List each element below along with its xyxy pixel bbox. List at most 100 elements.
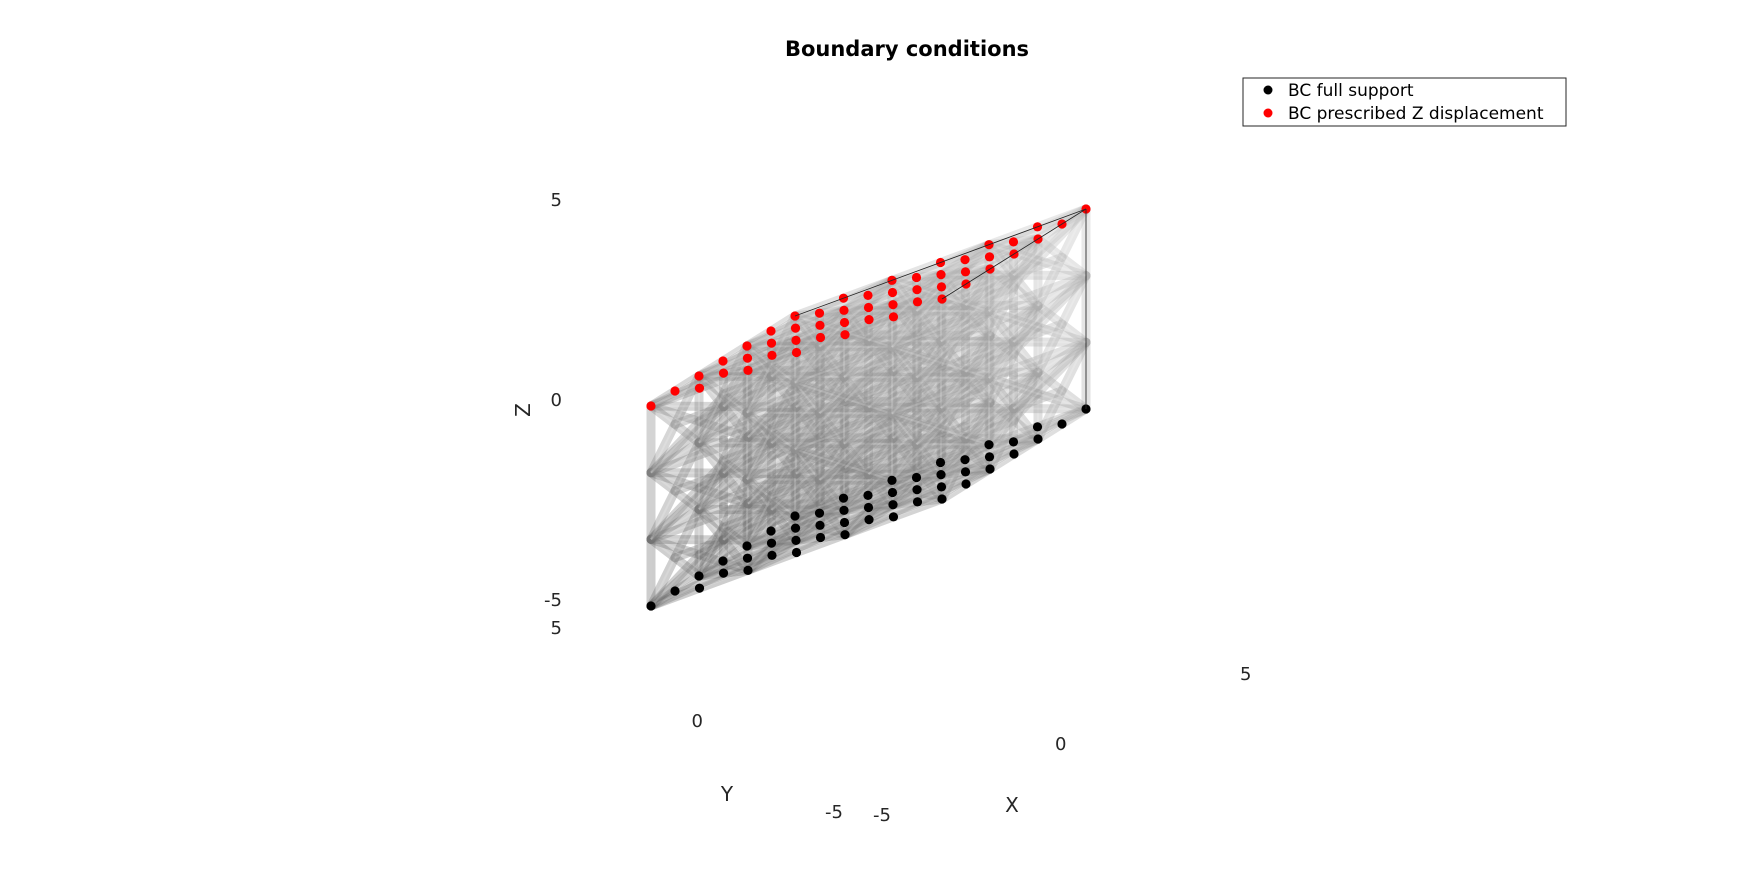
bc-prescribed-z-marker xyxy=(695,384,704,393)
x-tick-0: 0 xyxy=(1055,734,1066,755)
bc-full-support-marker xyxy=(840,530,849,539)
bc-prescribed-z-marker xyxy=(936,270,945,279)
bc-full-support-marker xyxy=(816,533,825,542)
bc-full-support-marker xyxy=(694,571,703,580)
bc-full-support-marker xyxy=(912,485,921,494)
bc-prescribed-z-marker xyxy=(985,252,994,261)
x-axis-label: X xyxy=(1005,793,1019,817)
bc-full-support-marker xyxy=(1009,449,1018,458)
bc-prescribed-z-marker xyxy=(1009,237,1018,246)
bc-prescribed-z-marker xyxy=(767,339,776,348)
z-tick-0: 0 xyxy=(551,390,562,411)
y-tick-5: 5 xyxy=(551,618,562,639)
bc-full-support-marker xyxy=(815,521,824,530)
bc-prescribed-z-marker xyxy=(791,336,800,345)
bc-full-support-marker xyxy=(670,586,679,595)
bc-full-support-marker xyxy=(718,556,727,565)
bc-full-support-marker xyxy=(791,524,800,533)
bc-prescribed-z-marker xyxy=(743,354,752,363)
bc-prescribed-z-marker xyxy=(743,366,752,375)
bc-full-support-marker xyxy=(1009,437,1018,446)
bc-prescribed-z-marker xyxy=(912,273,921,282)
bc-prescribed-z-marker xyxy=(960,255,969,264)
bc-prescribed-z-marker xyxy=(840,318,849,327)
bc-full-support-marker xyxy=(767,551,776,560)
bc-full-support-marker xyxy=(912,473,921,482)
bc-prescribed-z-marker xyxy=(863,291,872,300)
bc-full-support-marker xyxy=(937,494,946,503)
bc-prescribed-z-marker xyxy=(888,300,897,309)
bc-prescribed-z-marker xyxy=(791,324,800,333)
bc-prescribed-z-marker xyxy=(864,303,873,312)
bc-full-support-marker xyxy=(719,569,728,578)
bc-prescribed-z-marker xyxy=(792,348,801,357)
bc-full-support-marker xyxy=(864,503,873,512)
z-axis-label: Z xyxy=(511,403,535,417)
bc-prescribed-z-marker xyxy=(718,356,727,365)
bc-full-support-marker xyxy=(1057,419,1066,428)
bc-full-support-marker xyxy=(766,526,775,535)
bc-full-support-marker xyxy=(792,548,801,557)
bc-full-support-marker xyxy=(790,511,799,520)
bc-prescribed-z-marker xyxy=(937,282,946,291)
bc-prescribed-z-marker xyxy=(815,309,824,318)
bc-full-support-marker xyxy=(743,566,752,575)
bc-full-support-marker xyxy=(913,497,922,506)
bc-full-support-marker xyxy=(839,494,848,503)
bc-full-support-marker xyxy=(985,464,994,473)
y-tick-minus5: -5 xyxy=(825,802,843,823)
bc-full-support-marker xyxy=(767,539,776,548)
bc-full-support-marker xyxy=(960,455,969,464)
bc-full-support-marker xyxy=(840,518,849,527)
legend-marker-prescribed-z xyxy=(1264,109,1273,118)
bc-prescribed-z-marker xyxy=(888,288,897,297)
bc-full-support-marker xyxy=(937,482,946,491)
bc-prescribed-z-marker xyxy=(767,351,776,360)
bc-prescribed-z-marker xyxy=(694,371,703,380)
bc-full-support-marker xyxy=(695,584,704,593)
y-axis-label: Y xyxy=(720,782,734,806)
x-tick-5: 5 xyxy=(1240,664,1251,685)
bc-prescribed-z-marker xyxy=(646,401,655,410)
bc-prescribed-z-marker xyxy=(840,330,849,339)
bc-full-support-marker xyxy=(863,491,872,500)
x-tick-minus5: -5 xyxy=(873,805,891,826)
bc-prescribed-z-marker xyxy=(913,297,922,306)
bc-prescribed-z-marker xyxy=(742,341,751,350)
legend-marker-full-support xyxy=(1264,86,1273,95)
bc-full-support-marker xyxy=(839,506,848,515)
bc-full-support-marker xyxy=(985,452,994,461)
bc-prescribed-z-marker xyxy=(889,312,898,321)
chart-title: Boundary conditions xyxy=(785,37,1029,61)
z-tick-5: 5 xyxy=(551,190,562,211)
legend-label-prescribed-z: BC prescribed Z displacement xyxy=(1288,104,1544,124)
bc-prescribed-z-marker xyxy=(912,285,921,294)
bc-full-support-marker xyxy=(936,458,945,467)
bc-prescribed-z-marker xyxy=(864,315,873,324)
bc-full-support-marker xyxy=(961,479,970,488)
bc-full-support-marker xyxy=(1033,422,1042,431)
legend: BC full support BC prescribed Z displace… xyxy=(1243,78,1566,126)
bc-full-support-marker xyxy=(936,470,945,479)
bc-prescribed-z-marker xyxy=(815,321,824,330)
bc-full-support-marker xyxy=(961,467,970,476)
bc-prescribed-z-marker xyxy=(719,369,728,378)
bc-full-support-marker xyxy=(742,541,751,550)
bc-prescribed-z-marker xyxy=(670,386,679,395)
bc-full-support-marker xyxy=(743,554,752,563)
bc-full-support-marker xyxy=(815,509,824,518)
bc-full-support-marker xyxy=(888,500,897,509)
bc-full-support-marker xyxy=(864,515,873,524)
bc-full-support-marker xyxy=(646,601,655,610)
bc-full-support-marker xyxy=(889,512,898,521)
bc-prescribed-z-marker xyxy=(816,333,825,342)
legend-label-full-support: BC full support xyxy=(1288,81,1414,101)
bc-full-support-marker xyxy=(1033,434,1042,443)
bc-prescribed-z-marker xyxy=(961,267,970,276)
bc-full-support-marker xyxy=(791,536,800,545)
bc-full-support-marker xyxy=(984,440,993,449)
bc-full-support-marker xyxy=(888,488,897,497)
bc-full-support-marker xyxy=(887,476,896,485)
y-tick-0: 0 xyxy=(692,711,703,732)
